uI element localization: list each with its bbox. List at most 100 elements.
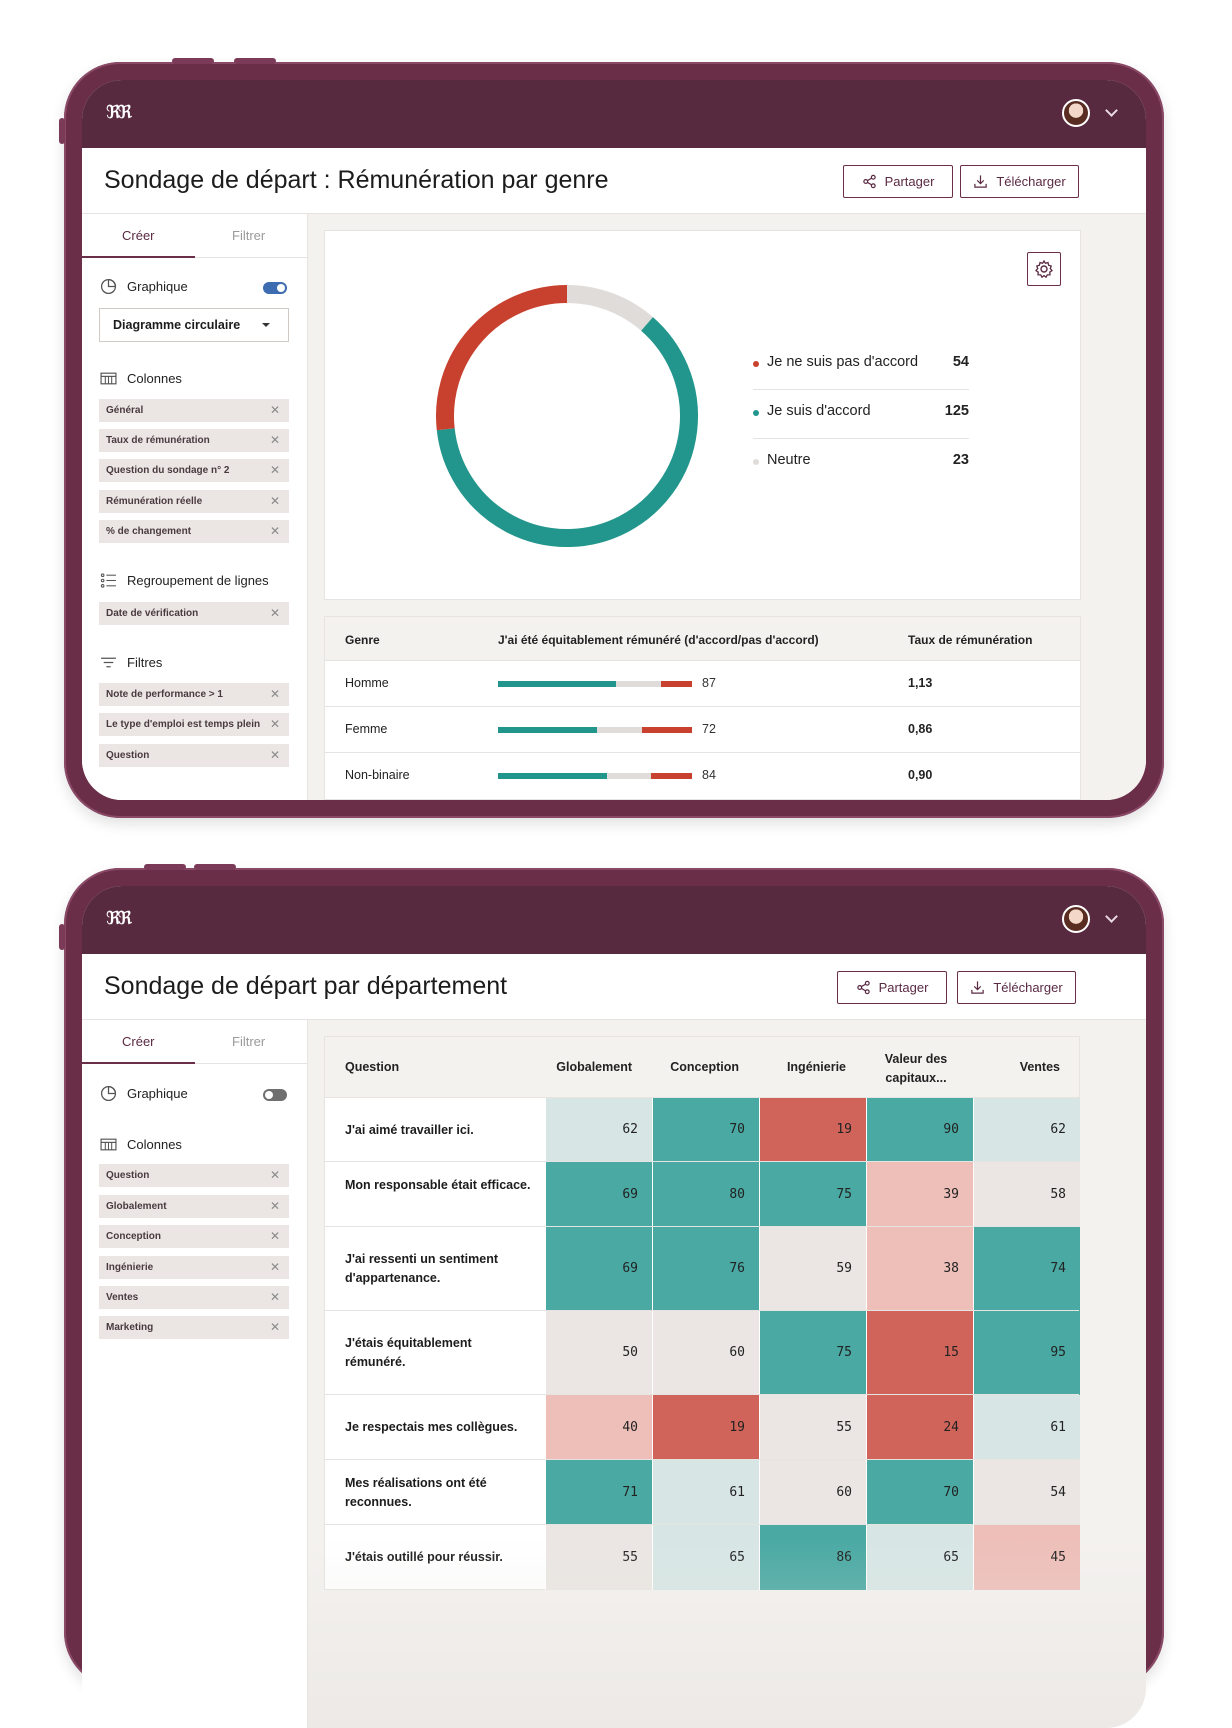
heatmap-cell[interactable]: 19 bbox=[652, 1395, 759, 1460]
heatmap-row[interactable]: J'ai aimé travailler ici. 62 70 19 90 62 bbox=[325, 1097, 1080, 1162]
filter-chip[interactable]: Le type d'emploi est temps plein ✕ bbox=[99, 713, 289, 736]
heatmap-header-col[interactable]: Ingénierie bbox=[786, 1060, 846, 1074]
heatmap-row[interactable]: J'ai ressenti un sentiment d'appartenanc… bbox=[325, 1226, 1080, 1311]
heatmap-cell[interactable]: 86 bbox=[759, 1525, 866, 1590]
user-avatar[interactable] bbox=[1062, 905, 1090, 933]
chart-type-select[interactable]: Diagramme circulaire bbox=[99, 308, 289, 342]
chevron-down-icon[interactable] bbox=[1105, 910, 1118, 923]
tab-filter[interactable]: Filtrer bbox=[232, 1034, 266, 1049]
table-row[interactable]: Non-binaire 84 0,90 bbox=[325, 752, 1080, 797]
column-chip[interactable]: Ventes ✕ bbox=[99, 1286, 289, 1309]
column-chip[interactable]: Conception ✕ bbox=[99, 1225, 289, 1248]
chart-toggle[interactable] bbox=[263, 282, 287, 294]
heatmap-cell[interactable]: 62 bbox=[973, 1098, 1080, 1162]
heatmap-cell[interactable]: 69 bbox=[545, 1162, 652, 1227]
close-icon[interactable]: ✕ bbox=[269, 1260, 280, 1274]
close-icon[interactable]: ✕ bbox=[269, 403, 280, 417]
filter-chip[interactable]: Question ✕ bbox=[99, 744, 289, 767]
heatmap-cell[interactable]: 38 bbox=[866, 1227, 973, 1311]
download-button[interactable]: Télécharger bbox=[957, 971, 1076, 1004]
filter-chip[interactable]: Note de performance > 1 ✕ bbox=[99, 683, 289, 706]
column-chip[interactable]: Marketing ✕ bbox=[99, 1316, 289, 1339]
heatmap-header-col[interactable]: Conception bbox=[670, 1060, 739, 1074]
heatmap-cell[interactable]: 58 bbox=[973, 1162, 1080, 1227]
close-icon[interactable]: ✕ bbox=[269, 494, 280, 508]
heatmap-cell[interactable]: 55 bbox=[759, 1395, 866, 1460]
user-avatar[interactable] bbox=[1062, 99, 1090, 127]
close-icon[interactable]: ✕ bbox=[269, 748, 280, 762]
table-row[interactable]: Femme 72 0,86 bbox=[325, 706, 1080, 751]
close-icon[interactable]: ✕ bbox=[269, 1290, 280, 1304]
heatmap-cell[interactable]: 74 bbox=[973, 1227, 1080, 1311]
heatmap-cell[interactable]: 69 bbox=[545, 1227, 652, 1311]
heatmap-cell[interactable]: 61 bbox=[973, 1395, 1080, 1460]
heatmap-row[interactable]: Mon responsable était efficace. 69 80 75 39 5… bbox=[325, 1161, 1080, 1227]
chart-toggle[interactable] bbox=[263, 1089, 287, 1101]
column-chip[interactable]: Question du sondage n° 2 ✕ bbox=[99, 459, 289, 482]
column-chip[interactable]: % de changement ✕ bbox=[99, 520, 289, 543]
heatmap-cell[interactable]: 60 bbox=[759, 1460, 866, 1525]
close-icon[interactable]: ✕ bbox=[269, 463, 280, 477]
heatmap-cell[interactable]: 90 bbox=[866, 1098, 973, 1162]
heatmap-cell[interactable]: 60 bbox=[652, 1311, 759, 1395]
column-chip[interactable]: Rémunération réelle ✕ bbox=[99, 490, 289, 513]
heatmap-cell[interactable]: 39 bbox=[866, 1162, 973, 1227]
column-chip[interactable]: Taux de rémunération ✕ bbox=[99, 429, 289, 452]
heatmap-header-col[interactable]: Valeur des capitaux... bbox=[884, 1052, 948, 1085]
heatmap-cell[interactable]: 95 bbox=[973, 1311, 1080, 1395]
heatmap-cell[interactable]: 40 bbox=[545, 1395, 652, 1460]
close-icon[interactable]: ✕ bbox=[269, 1229, 280, 1243]
grouping-chip[interactable]: Date de vérification ✕ bbox=[99, 602, 289, 625]
download-button[interactable]: Télécharger bbox=[960, 165, 1079, 198]
heatmap-cell[interactable]: 15 bbox=[866, 1311, 973, 1395]
heatmap-header-col[interactable]: Ventes bbox=[1019, 1060, 1060, 1074]
close-icon[interactable]: ✕ bbox=[269, 687, 280, 701]
heatmap-cell[interactable]: 54 bbox=[973, 1460, 1080, 1525]
heatmap-cell[interactable]: 76 bbox=[652, 1227, 759, 1311]
close-icon[interactable]: ✕ bbox=[269, 717, 280, 731]
app-logo[interactable]: ℜℜ bbox=[106, 102, 132, 123]
share-button[interactable]: Partager bbox=[843, 165, 953, 198]
tab-create[interactable]: Créer bbox=[122, 1034, 155, 1049]
tab-create[interactable]: Créer bbox=[122, 228, 155, 243]
close-icon[interactable]: ✕ bbox=[269, 433, 280, 447]
heatmap-cell[interactable]: 50 bbox=[545, 1311, 652, 1395]
close-icon[interactable]: ✕ bbox=[269, 524, 280, 538]
column-chip[interactable]: Question ✕ bbox=[99, 1164, 289, 1187]
heatmap-row[interactable]: Mes réalisations ont été reconnues. 71 61 6… bbox=[325, 1459, 1080, 1525]
donut-slice[interactable] bbox=[566, 285, 653, 331]
heatmap-cell[interactable]: 75 bbox=[759, 1311, 866, 1395]
heatmap-cell[interactable]: 45 bbox=[973, 1525, 1080, 1590]
table-row[interactable]: Homme 87 1,13 bbox=[325, 660, 1080, 705]
heatmap-cell[interactable]: 65 bbox=[866, 1525, 973, 1590]
heatmap-cell[interactable]: 75 bbox=[759, 1162, 866, 1227]
column-chip[interactable]: Globalement ✕ bbox=[99, 1195, 289, 1218]
chevron-down-icon[interactable] bbox=[1105, 104, 1118, 117]
share-button[interactable]: Partager bbox=[837, 971, 947, 1004]
column-chip[interactable]: Ingénierie ✕ bbox=[99, 1256, 289, 1279]
heatmap-header-col[interactable]: Globalement bbox=[556, 1060, 632, 1074]
heatmap-row[interactable]: J'étais outillé pour réussir. 55 65 86 65 45 bbox=[325, 1524, 1080, 1590]
donut-slice[interactable] bbox=[436, 317, 698, 547]
heatmap-cell[interactable]: 70 bbox=[866, 1460, 973, 1525]
heatmap-cell[interactable]: 71 bbox=[545, 1460, 652, 1525]
app-logo[interactable]: ℜℜ bbox=[106, 908, 132, 929]
close-icon[interactable]: ✕ bbox=[269, 1320, 280, 1334]
tab-filter[interactable]: Filtrer bbox=[232, 228, 266, 243]
heatmap-cell[interactable]: 59 bbox=[759, 1227, 866, 1311]
column-chip[interactable]: Général ✕ bbox=[99, 399, 289, 422]
heatmap-cell[interactable]: 65 bbox=[652, 1525, 759, 1590]
heatmap-cell[interactable]: 19 bbox=[759, 1098, 866, 1162]
heatmap-cell[interactable]: 70 bbox=[652, 1098, 759, 1162]
chart-settings-button[interactable] bbox=[1027, 252, 1061, 286]
donut-slice[interactable] bbox=[436, 285, 568, 431]
heatmap-row[interactable]: Je respectais mes collègues. 40 19 55 24 61 bbox=[325, 1394, 1080, 1460]
heatmap-row[interactable]: J'étais équitablement rémunéré. 50 60 75 15 9… bbox=[325, 1310, 1080, 1395]
close-icon[interactable]: ✕ bbox=[269, 606, 280, 620]
heatmap-cell[interactable]: 80 bbox=[652, 1162, 759, 1227]
close-icon[interactable]: ✕ bbox=[269, 1199, 280, 1213]
close-icon[interactable]: ✕ bbox=[269, 1168, 280, 1182]
heatmap-cell[interactable]: 61 bbox=[652, 1460, 759, 1525]
heatmap-cell[interactable]: 24 bbox=[866, 1395, 973, 1460]
heatmap-cell[interactable]: 55 bbox=[545, 1525, 652, 1590]
